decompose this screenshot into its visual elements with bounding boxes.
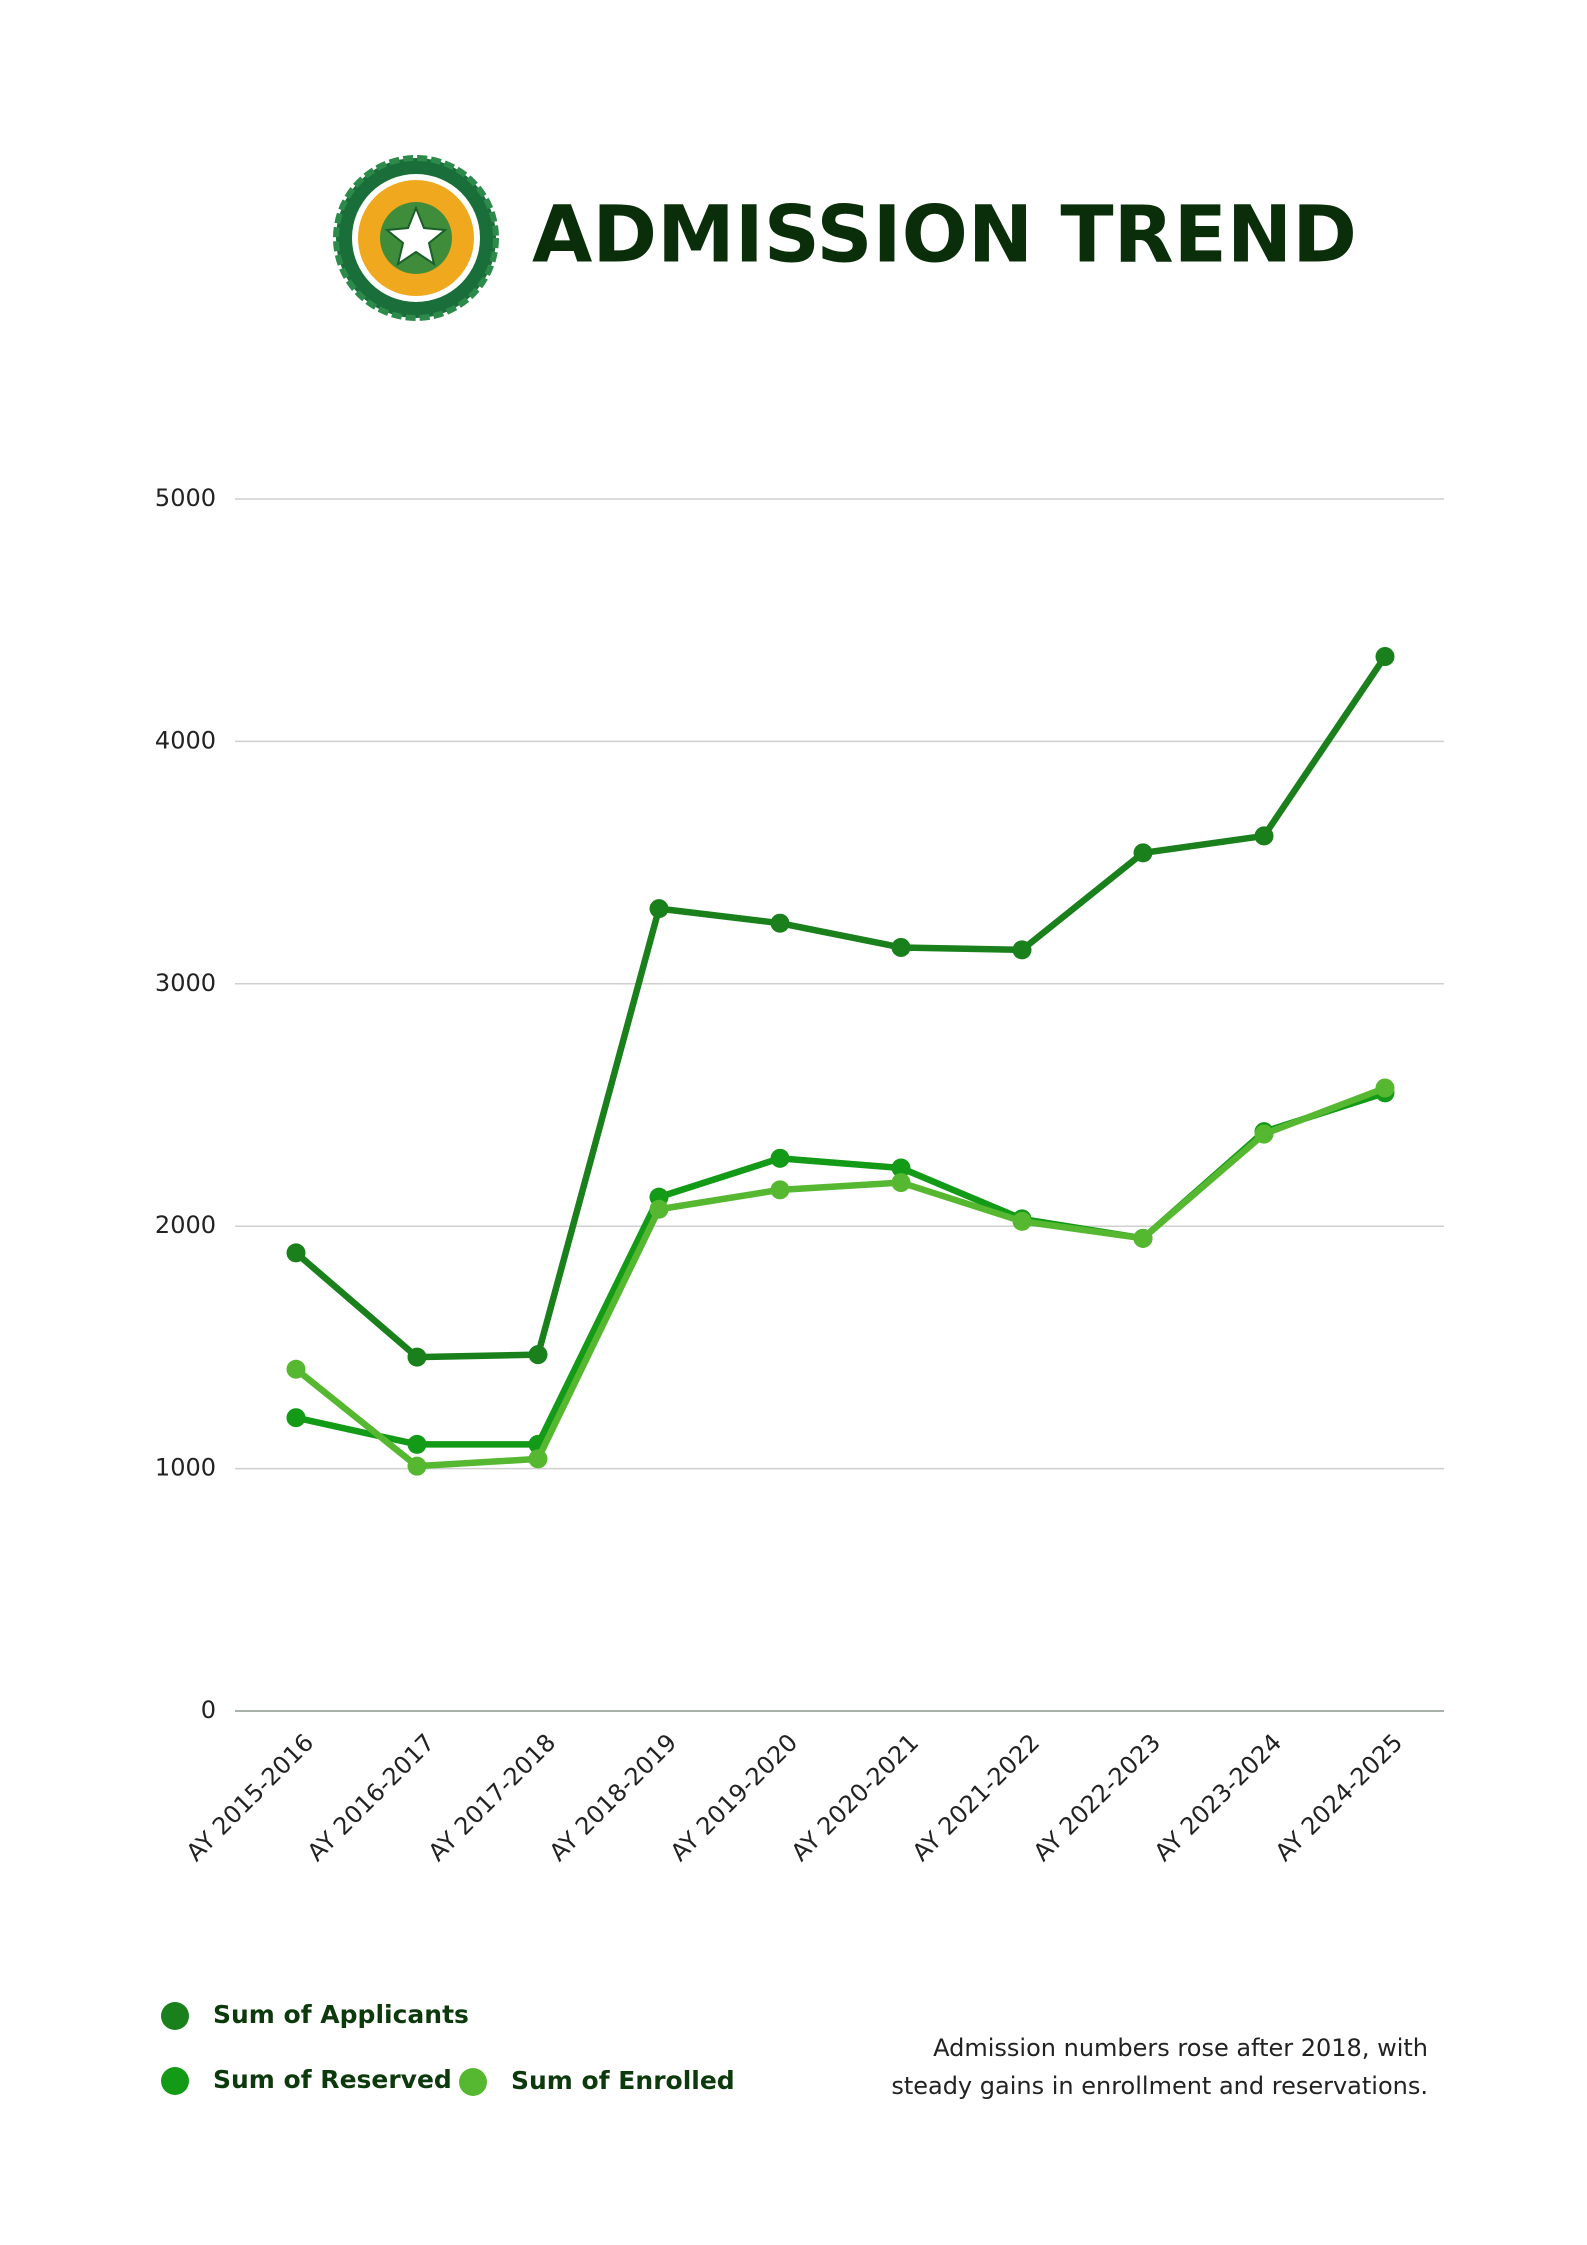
- data-point: [770, 1148, 790, 1168]
- legend-label: Sum of Reserved: [213, 2065, 452, 2094]
- y-tick-label: 1000: [155, 1454, 216, 1482]
- legend-label: Sum of Enrolled: [511, 2066, 735, 2095]
- x-tick-label: AY 2020-2021: [786, 1728, 924, 1866]
- data-point: [891, 937, 911, 957]
- annotation-line: Admission numbers rose after 2018, with: [933, 2034, 1428, 2062]
- data-point: [1133, 1228, 1153, 1248]
- series-line: [293, 1084, 1387, 1470]
- data-point: [1254, 1124, 1274, 1144]
- data-point: [770, 1180, 790, 1200]
- data-point: [1012, 940, 1032, 960]
- logo: [333, 155, 499, 321]
- legend-label: Sum of Applicants: [213, 2000, 469, 2029]
- series-line: [295, 1089, 1386, 1448]
- x-tick-label: AY 2023-2024: [1149, 1728, 1287, 1866]
- data-point: [891, 1158, 911, 1178]
- x-tick-label: AY 2017-2018: [423, 1728, 561, 1866]
- x-tick-label: AY 2015-2016: [181, 1728, 319, 1866]
- x-tick-label: AY 2016-2017: [302, 1728, 440, 1866]
- x-tick-label: AY 2021-2022: [907, 1728, 1045, 1866]
- y-tick-label: 3000: [155, 969, 216, 997]
- data-point: [528, 1345, 548, 1365]
- y-tick-label: 4000: [155, 726, 216, 754]
- legend-marker: [161, 2067, 189, 2095]
- data-point: [1012, 1211, 1032, 1231]
- data-point: [770, 913, 790, 933]
- data-point: [1254, 826, 1274, 846]
- logo-star: [384, 205, 448, 267]
- series-line: [293, 654, 1388, 1361]
- y-tick-label: 2000: [155, 1211, 216, 1239]
- annotation-line: steady gains in enrollment and reservati…: [891, 2072, 1428, 2100]
- x-tick-label: AY 2019-2020: [665, 1728, 803, 1866]
- data-point: [407, 1434, 427, 1454]
- data-point: [1375, 647, 1395, 667]
- data-point: [649, 899, 669, 919]
- y-tick-label: 5000: [155, 484, 216, 512]
- data-point: [528, 1449, 548, 1469]
- y-tick-label: 0: [201, 1696, 216, 1724]
- legend-marker: [459, 2068, 487, 2096]
- legend-marker: [161, 2002, 189, 2030]
- data-point: [286, 1359, 306, 1379]
- data-point: [407, 1456, 427, 1476]
- chart-title: ADMISSION TREND: [532, 190, 1357, 280]
- x-tick-label: AY 2022-2023: [1028, 1728, 1166, 1866]
- data-point: [286, 1243, 306, 1263]
- data-point: [407, 1347, 427, 1367]
- x-tick-label: AY 2024-2025: [1270, 1728, 1408, 1866]
- data-point: [1133, 843, 1153, 863]
- data-point: [1375, 1078, 1395, 1098]
- data-point: [286, 1408, 306, 1428]
- annotation: Admission numbers rose after 2018, with s…: [891, 2034, 1428, 2100]
- data-point: [649, 1199, 669, 1219]
- data-point: [891, 1173, 911, 1193]
- x-tick-label: AY 2018-2019: [544, 1728, 682, 1866]
